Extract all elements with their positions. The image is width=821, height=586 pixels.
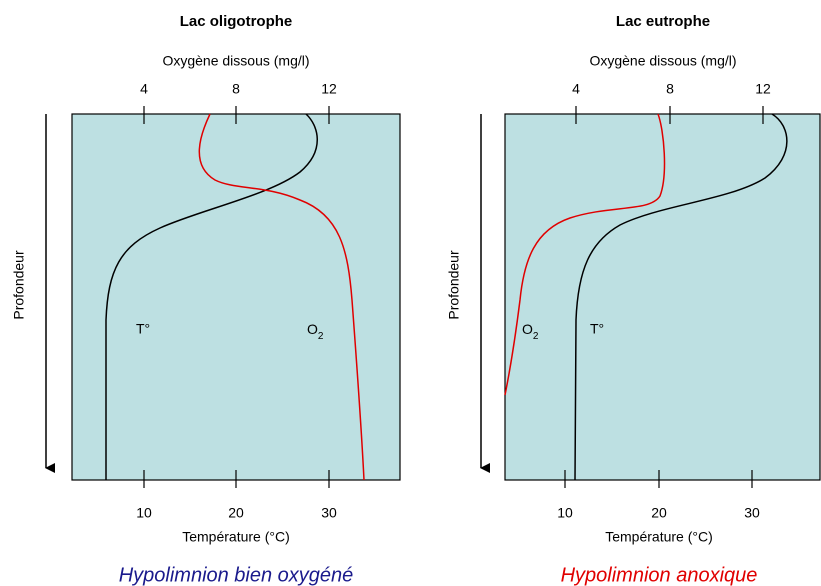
- panel-title: Lac eutrophe: [616, 13, 710, 30]
- temperature-curve: [574, 113, 788, 481]
- top-tick-label: 8: [232, 81, 240, 97]
- plot-area: [71, 113, 401, 481]
- ticks: [143, 106, 330, 488]
- bottom-tick-label: 10: [557, 505, 573, 521]
- top-axis-label: Oxygène dissous (mg/l): [589, 53, 736, 69]
- panel-eutrophe: Lac eutrophe Oxygène dissous (mg/l) 4 8 …: [446, 13, 821, 586]
- bottom-tick-label: 20: [651, 505, 667, 521]
- o2-label: O2: [307, 321, 324, 342]
- bottom-axis-label: Température (°C): [605, 529, 713, 545]
- top-tick-label: 4: [140, 81, 148, 97]
- ticks: [564, 106, 764, 488]
- temp-label: T°: [590, 321, 604, 337]
- panel-title: Lac oligotrophe: [180, 13, 293, 30]
- bottom-tick-label: 20: [228, 505, 244, 521]
- bottom-tick-label: 30: [744, 505, 760, 521]
- depth-label: Profondeur: [11, 250, 27, 320]
- top-tick-label: 4: [572, 81, 580, 97]
- caption: Hypolimnion bien oxygéné: [119, 564, 354, 586]
- depth-label: Profondeur: [446, 250, 462, 320]
- caption: Hypolimnion anoxique: [561, 564, 758, 586]
- oxygen-curve: [198, 113, 365, 481]
- oxygen-curve: [504, 113, 666, 396]
- bottom-axis-label: Température (°C): [182, 529, 290, 545]
- temperature-curve: [105, 113, 318, 480]
- panel-oligotrophe: Lac oligotrophe Oxygène dissous (mg/l) 4…: [11, 13, 401, 586]
- top-tick-label: 12: [755, 81, 771, 97]
- top-axis-label: Oxygène dissous (mg/l): [162, 53, 309, 69]
- temp-label: T°: [136, 321, 150, 337]
- top-tick-label: 12: [321, 81, 337, 97]
- bottom-tick-label: 10: [136, 505, 152, 521]
- top-tick-label: 8: [666, 81, 674, 97]
- o2-label: O2: [522, 321, 539, 342]
- plot-area: [504, 113, 821, 481]
- bottom-tick-label: 30: [321, 505, 337, 521]
